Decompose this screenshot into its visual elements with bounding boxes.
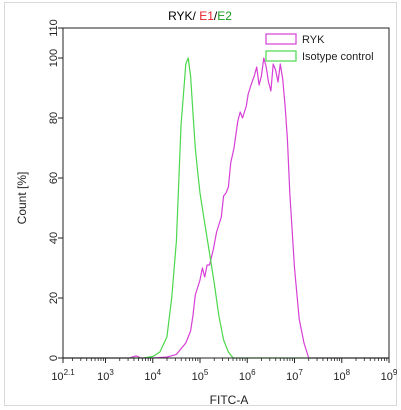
legend: RYK Isotype control: [265, 33, 374, 63]
chart-title-text: RYK/ E1/E2: [168, 9, 232, 23]
x-tick-label: 108: [333, 368, 350, 383]
y-axis-label: Count [%]: [15, 172, 29, 225]
chart-frame: [4, 2, 397, 406]
plot-area: [63, 57, 389, 359]
legend-label: RYK: [302, 34, 325, 46]
x-tick-label: 107: [286, 368, 303, 383]
x-tick-label: 105: [192, 368, 209, 383]
x-tick-label: 104: [144, 368, 161, 383]
y-tick-label: 80: [48, 112, 60, 124]
x-tick-label: 109: [381, 368, 398, 383]
y-tick-label: 110: [48, 19, 60, 37]
legend-label: Isotype control: [302, 51, 374, 63]
series-line-ryk: [63, 57, 389, 359]
x-tick-label: 102.1: [51, 368, 75, 383]
y-tick-label: 40: [48, 232, 60, 244]
x-tick-label: 106: [239, 368, 256, 383]
series-line-isotype-control: [63, 57, 389, 359]
legend-swatch: [265, 33, 297, 45]
y-tick-label: 100: [48, 49, 60, 67]
x-axis-label: FITC-A: [210, 393, 249, 407]
x-tick-label: 103: [97, 368, 114, 383]
y-tick-label: 0: [48, 355, 60, 361]
plot-border: [62, 27, 390, 359]
axes: 0 20 40 60 80 100 110 102.1 103 104 105 106 107 108 10…: [48, 19, 398, 383]
y-tick-label: 20: [48, 292, 60, 304]
y-tick-label: 60: [48, 172, 60, 184]
legend-swatch: [265, 50, 297, 62]
chart-title: RYK/ E1/E2: [168, 9, 232, 23]
